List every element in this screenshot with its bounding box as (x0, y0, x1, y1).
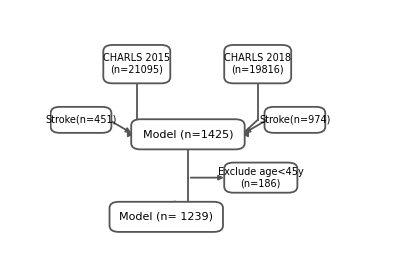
FancyBboxPatch shape (224, 45, 291, 83)
Text: Model (n=1425): Model (n=1425) (143, 129, 233, 139)
Text: CHARLS 2018
(n=19816): CHARLS 2018 (n=19816) (224, 53, 291, 75)
FancyBboxPatch shape (264, 107, 325, 133)
Text: Model (n= 1239): Model (n= 1239) (119, 212, 213, 222)
FancyBboxPatch shape (103, 45, 170, 83)
Text: Stroke(n=974): Stroke(n=974) (259, 115, 330, 125)
FancyBboxPatch shape (131, 119, 245, 149)
FancyBboxPatch shape (110, 202, 223, 232)
Text: Stroke(n=451): Stroke(n=451) (45, 115, 117, 125)
FancyBboxPatch shape (224, 163, 297, 193)
Text: CHARLS 2015
(n=21095): CHARLS 2015 (n=21095) (103, 53, 170, 75)
Text: Exclude age<45y
(n=186): Exclude age<45y (n=186) (218, 167, 304, 188)
FancyBboxPatch shape (51, 107, 111, 133)
